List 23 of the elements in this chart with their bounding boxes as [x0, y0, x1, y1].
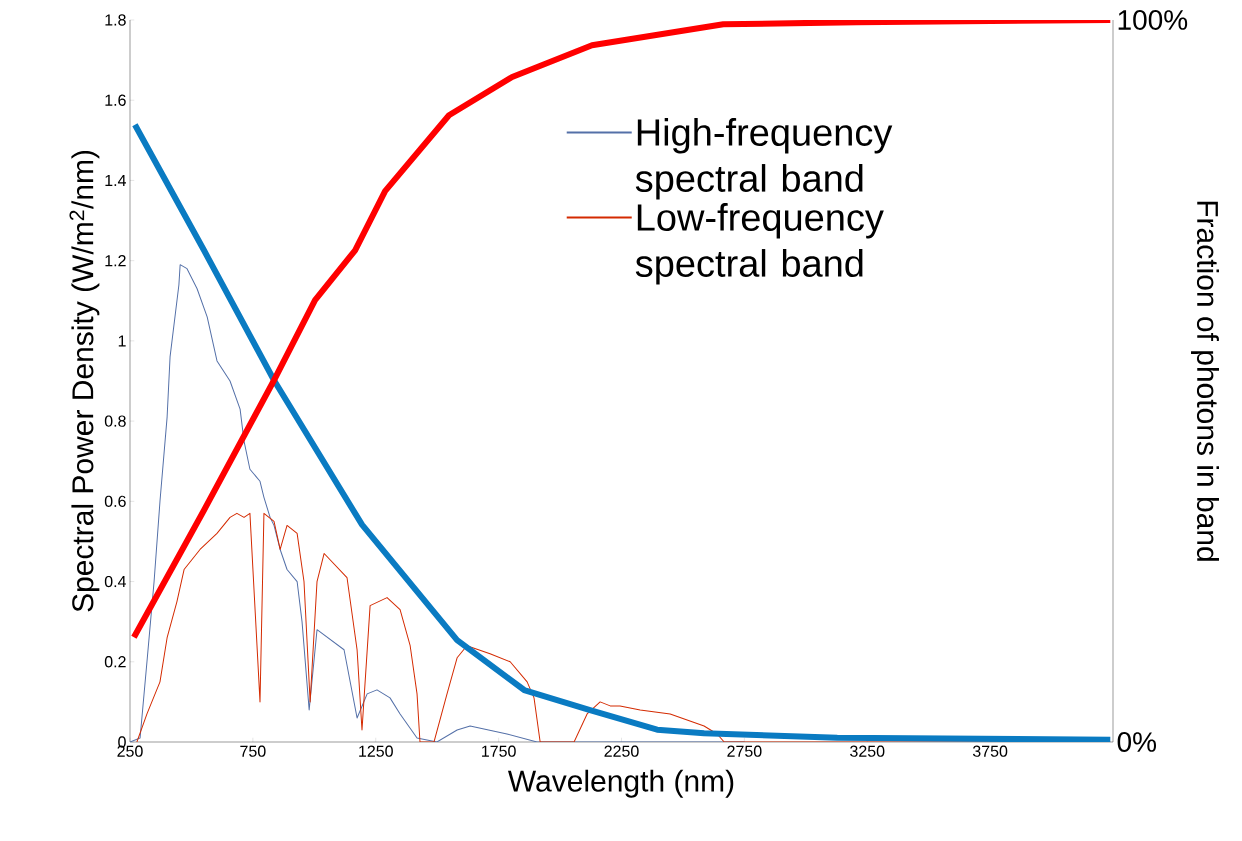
y-tick-label: 0.8 — [104, 415, 126, 427]
y-tick-label: 1.2 — [105, 255, 126, 267]
y-tick-label: 0.4 — [104, 575, 126, 588]
y-tick-label: 1.4 — [105, 174, 126, 186]
y-tick-label: 0.6 — [104, 495, 126, 507]
legend-label: High-frequency spectral band — [635, 118, 893, 200]
y2-axis-title: Fraction of photons in band — [1191, 201, 1219, 561]
y2-tick-label: 100% — [1118, 10, 1188, 30]
x-tick-label: 1250 — [359, 745, 393, 757]
x-tick-label: 2250 — [604, 745, 639, 757]
x-tick-label: 3250 — [850, 745, 885, 757]
legend-label: Low-frequency spectral band — [635, 203, 884, 285]
y-axis-title: Spectral Power Density (W/m$^{2}$/nm) — [69, 150, 100, 612]
x-axis-title: Wavelength (nm) — [507, 769, 734, 798]
x-tick-label: 2750 — [727, 745, 762, 757]
x-tick-label: 3750 — [972, 745, 1008, 757]
y2-tick-label: 0% — [1117, 732, 1157, 752]
y-tick-label: 1.8 — [105, 14, 126, 26]
y-tick-label: 1.6 — [105, 94, 126, 106]
y-tick-label: 0.2 — [104, 656, 126, 668]
x-tick-label: 1750 — [482, 745, 516, 757]
y-tick-label: 1 — [118, 335, 126, 347]
x-tick-label: 750 — [240, 745, 266, 757]
